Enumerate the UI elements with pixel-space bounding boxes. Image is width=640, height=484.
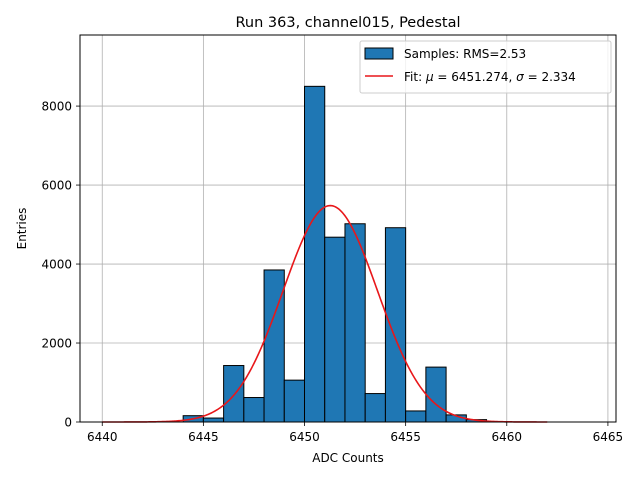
legend: Samples: RMS=2.53 Fit: μ = 6451.274, σ =… xyxy=(360,41,611,93)
histogram-bar xyxy=(325,237,345,422)
histogram-bar xyxy=(284,380,304,422)
legend-label-samples: Samples: RMS=2.53 xyxy=(404,47,526,61)
chart-title: Run 363, channel015, Pedestal xyxy=(235,15,460,31)
x-tick-label: 6450 xyxy=(289,430,320,444)
histogram-bar xyxy=(365,394,385,422)
histogram-bar xyxy=(385,228,405,422)
x-tick-label: 6465 xyxy=(593,430,624,444)
histogram-bar xyxy=(224,366,244,422)
y-tick-label: 4000 xyxy=(41,258,72,272)
y-tick-label: 6000 xyxy=(41,179,72,193)
legend-swatch-samples xyxy=(365,48,393,59)
y-tick-label: 2000 xyxy=(41,337,72,351)
histogram-bar xyxy=(345,224,365,422)
y-tick-label: 8000 xyxy=(41,100,72,114)
histogram-bar xyxy=(244,398,264,422)
fit-sigma-value: = 2.334 xyxy=(524,70,576,84)
x-tick-label: 6455 xyxy=(390,430,421,444)
histogram-bar xyxy=(426,367,446,422)
legend-label-fit: Fit: μ = 6451.274, σ = 2.334 xyxy=(404,70,576,84)
mu-symbol: μ xyxy=(425,70,434,84)
x-tick-label: 6440 xyxy=(87,430,118,444)
x-axis-label: ADC Counts xyxy=(312,451,384,465)
histogram-bar xyxy=(264,270,284,422)
y-tick-label: 0 xyxy=(64,416,72,430)
y-axis-label: Entries xyxy=(15,208,29,250)
histogram-bar xyxy=(203,418,223,422)
x-tick-label: 6460 xyxy=(492,430,523,444)
fit-label-prefix: Fit: xyxy=(404,70,426,84)
histogram-bar xyxy=(406,411,426,422)
fit-mu-value: = 6451.274, xyxy=(434,70,517,84)
histogram-bar xyxy=(305,86,325,422)
x-tick-label: 6445 xyxy=(188,430,219,444)
